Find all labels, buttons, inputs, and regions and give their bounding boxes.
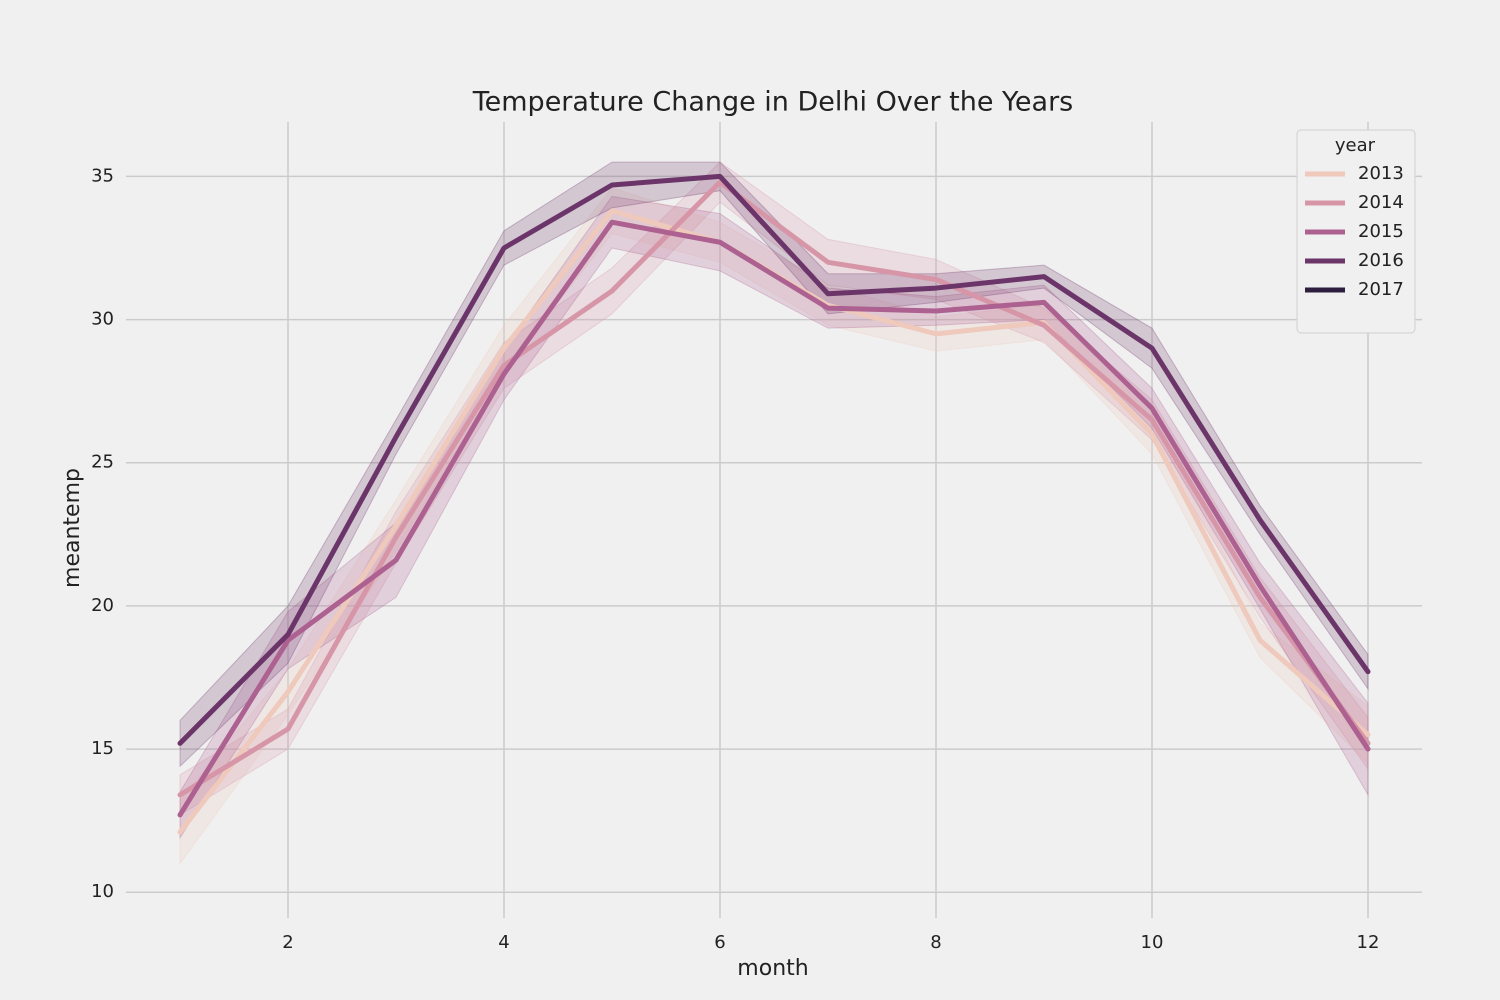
x-tick-label: 2 bbox=[282, 932, 293, 953]
y-tick-label: 10 bbox=[91, 881, 114, 902]
y-tick-label: 15 bbox=[91, 738, 114, 759]
x-tick-label: 6 bbox=[714, 932, 725, 953]
confidence-band bbox=[179, 161, 1369, 768]
x-tick-label: 4 bbox=[498, 932, 509, 953]
x-tick-label: 12 bbox=[1357, 932, 1380, 953]
legend-title: year bbox=[1335, 135, 1376, 156]
y-axis-label: meantemp bbox=[60, 468, 85, 588]
y-tick-label: 25 bbox=[91, 452, 114, 473]
line bbox=[177, 173, 1371, 746]
line bbox=[177, 179, 1371, 798]
legend-label: 2015 bbox=[1358, 221, 1404, 242]
y-tick-label: 30 bbox=[91, 309, 114, 330]
x-tick-label: 8 bbox=[930, 932, 941, 953]
y-tick-label: 35 bbox=[91, 165, 114, 186]
line bbox=[177, 219, 1371, 818]
legend-label: 2016 bbox=[1358, 250, 1404, 271]
x-tick-label: 10 bbox=[1141, 932, 1164, 953]
chart-title: Temperature Change in Delhi Over the Yea… bbox=[472, 87, 1074, 118]
legend-label: 2014 bbox=[1358, 192, 1404, 213]
confidence-band bbox=[179, 195, 1369, 840]
x-axis-label: month bbox=[737, 956, 808, 981]
legend-box bbox=[1296, 129, 1416, 334]
legend-label: 2013 bbox=[1358, 163, 1404, 184]
y-tick-label: 20 bbox=[91, 595, 114, 616]
legend-label: 2017 bbox=[1358, 279, 1404, 300]
